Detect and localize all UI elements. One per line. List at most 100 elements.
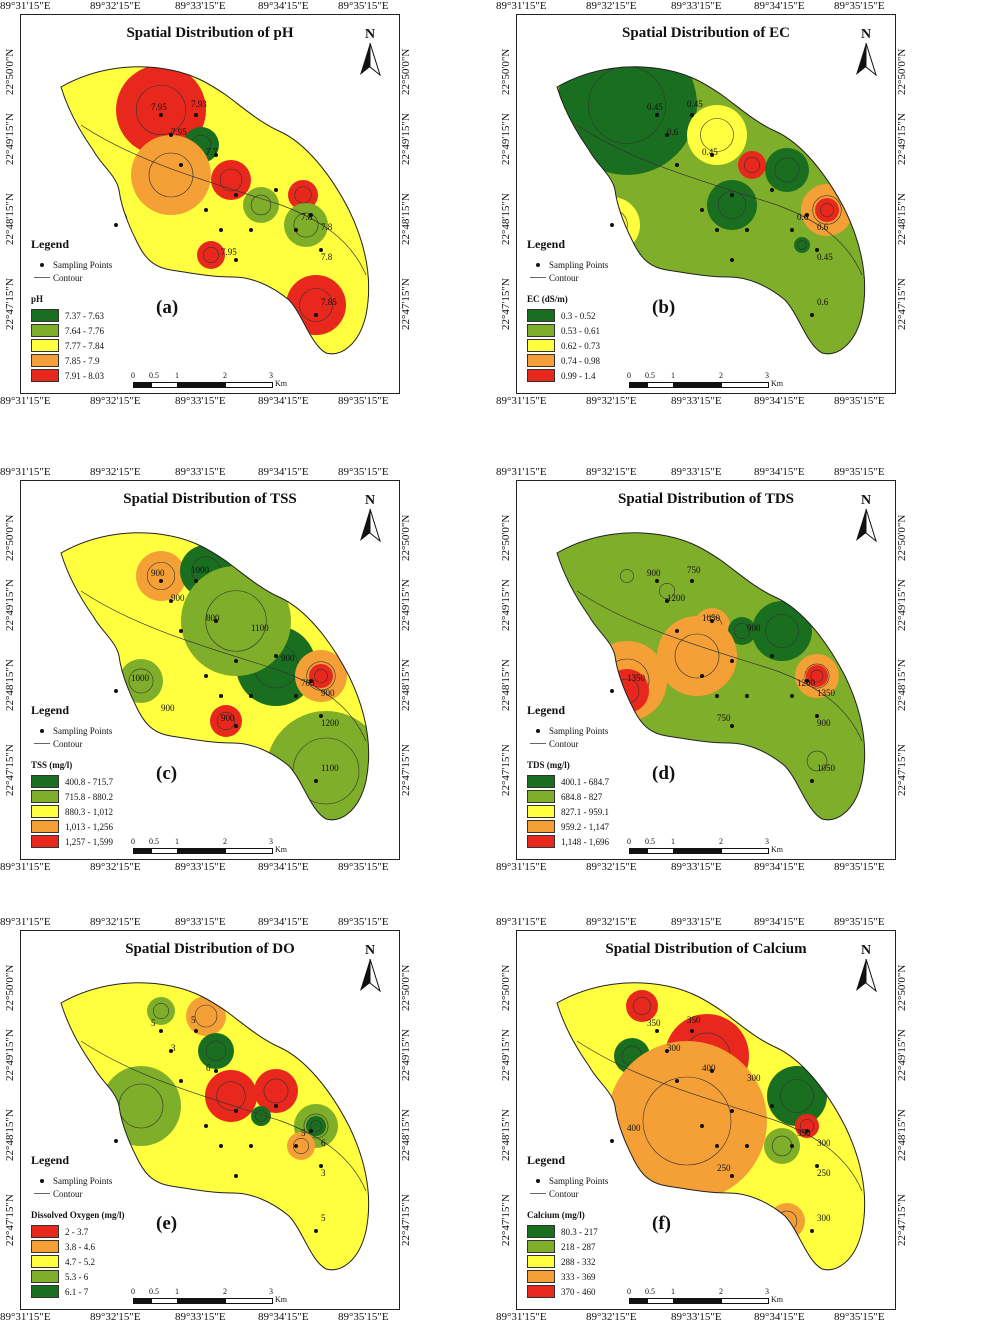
sampling-point[interactable] <box>770 188 774 192</box>
sampling-point[interactable] <box>710 1069 714 1073</box>
sampling-point[interactable] <box>114 689 118 693</box>
sampling-point[interactable] <box>745 228 749 232</box>
sampling-point[interactable] <box>249 694 253 698</box>
sampling-point[interactable] <box>274 188 278 192</box>
contour-label: 5 <box>321 1213 326 1223</box>
sampling-point[interactable] <box>690 1029 694 1033</box>
sampling-point[interactable] <box>234 1109 238 1113</box>
sampling-point[interactable] <box>204 674 208 678</box>
sampling-point[interactable] <box>194 1029 198 1033</box>
sampling-point[interactable] <box>179 163 183 167</box>
sampling-point[interactable] <box>810 779 814 783</box>
sampling-point[interactable] <box>179 1079 183 1083</box>
sampling-point[interactable] <box>179 629 183 633</box>
sampling-point[interactable] <box>700 1124 704 1128</box>
sampling-point[interactable] <box>730 193 734 197</box>
sampling-point[interactable] <box>805 1129 809 1133</box>
sampling-point[interactable] <box>655 1029 659 1033</box>
sampling-point[interactable] <box>219 694 223 698</box>
sampling-point[interactable] <box>169 1049 173 1053</box>
sampling-point[interactable] <box>294 694 298 698</box>
sampling-point[interactable] <box>234 193 238 197</box>
sampling-point[interactable] <box>805 679 809 683</box>
sampling-point[interactable] <box>675 163 679 167</box>
sampling-point[interactable] <box>710 153 714 157</box>
sampling-point[interactable] <box>309 213 313 217</box>
sampling-point[interactable] <box>169 133 173 137</box>
sampling-point[interactable] <box>169 599 173 603</box>
sampling-point[interactable] <box>194 113 198 117</box>
sampling-point[interactable] <box>665 1049 669 1053</box>
sampling-point[interactable] <box>159 579 163 583</box>
sampling-point[interactable] <box>314 779 318 783</box>
sampling-point[interactable] <box>219 228 223 232</box>
sampling-point[interactable] <box>319 714 323 718</box>
sampling-point[interactable] <box>790 228 794 232</box>
sampling-point[interactable] <box>234 1174 238 1178</box>
sampling-point[interactable] <box>675 1079 679 1083</box>
sampling-point[interactable] <box>234 659 238 663</box>
class-swatch <box>527 309 555 322</box>
sampling-point[interactable] <box>309 1129 313 1133</box>
sampling-point[interactable] <box>715 1144 719 1148</box>
sampling-point[interactable] <box>675 629 679 633</box>
sampling-point[interactable] <box>730 1109 734 1113</box>
sampling-point[interactable] <box>745 1144 749 1148</box>
sampling-point[interactable] <box>274 654 278 658</box>
sampling-point[interactable] <box>274 1104 278 1108</box>
sampling-point[interactable] <box>690 113 694 117</box>
sampling-point[interactable] <box>770 654 774 658</box>
sampling-point[interactable] <box>314 313 318 317</box>
sampling-point[interactable] <box>319 248 323 252</box>
sampling-point[interactable] <box>690 579 694 583</box>
sampling-point[interactable] <box>655 579 659 583</box>
sampling-point[interactable] <box>815 714 819 718</box>
sampling-point[interactable] <box>730 1174 734 1178</box>
sampling-point[interactable] <box>715 228 719 232</box>
sampling-point[interactable] <box>309 679 313 683</box>
contour-label: 750 <box>717 713 731 723</box>
sampling-point[interactable] <box>204 208 208 212</box>
sampling-point[interactable] <box>234 724 238 728</box>
sampling-point[interactable] <box>114 223 118 227</box>
sampling-point[interactable] <box>815 248 819 252</box>
sampling-point[interactable] <box>159 1029 163 1033</box>
sampling-point[interactable] <box>214 153 218 157</box>
sampling-point[interactable] <box>249 228 253 232</box>
sampling-point[interactable] <box>770 1104 774 1108</box>
sampling-point[interactable] <box>159 113 163 117</box>
sampling-point[interactable] <box>730 258 734 262</box>
sampling-point[interactable] <box>700 208 704 212</box>
sampling-point[interactable] <box>314 1229 318 1233</box>
sampling-point[interactable] <box>745 694 749 698</box>
sampling-point[interactable] <box>610 1139 614 1143</box>
sampling-point[interactable] <box>214 1069 218 1073</box>
sampling-point[interactable] <box>715 694 719 698</box>
sampling-point[interactable] <box>655 113 659 117</box>
sampling-point[interactable] <box>214 619 218 623</box>
sampling-point[interactable] <box>700 674 704 678</box>
sampling-point[interactable] <box>810 1229 814 1233</box>
sampling-point[interactable] <box>710 619 714 623</box>
sampling-point[interactable] <box>204 1124 208 1128</box>
sampling-point[interactable] <box>249 1144 253 1148</box>
sampling-point[interactable] <box>610 223 614 227</box>
sampling-point[interactable] <box>810 313 814 317</box>
sampling-point[interactable] <box>790 694 794 698</box>
sampling-point[interactable] <box>319 1164 323 1168</box>
sampling-point[interactable] <box>815 1164 819 1168</box>
sampling-point[interactable] <box>194 579 198 583</box>
sampling-point[interactable] <box>610 689 614 693</box>
sampling-point[interactable] <box>730 724 734 728</box>
sampling-point[interactable] <box>234 258 238 262</box>
sampling-point[interactable] <box>665 133 669 137</box>
sampling-point[interactable] <box>294 228 298 232</box>
sampling-point[interactable] <box>730 659 734 663</box>
sampling-point[interactable] <box>790 1144 794 1148</box>
sampling-point[interactable] <box>294 1144 298 1148</box>
sampling-point[interactable] <box>219 1144 223 1148</box>
line-icon <box>34 277 50 278</box>
sampling-point[interactable] <box>114 1139 118 1143</box>
sampling-point[interactable] <box>665 599 669 603</box>
sampling-point[interactable] <box>805 213 809 217</box>
